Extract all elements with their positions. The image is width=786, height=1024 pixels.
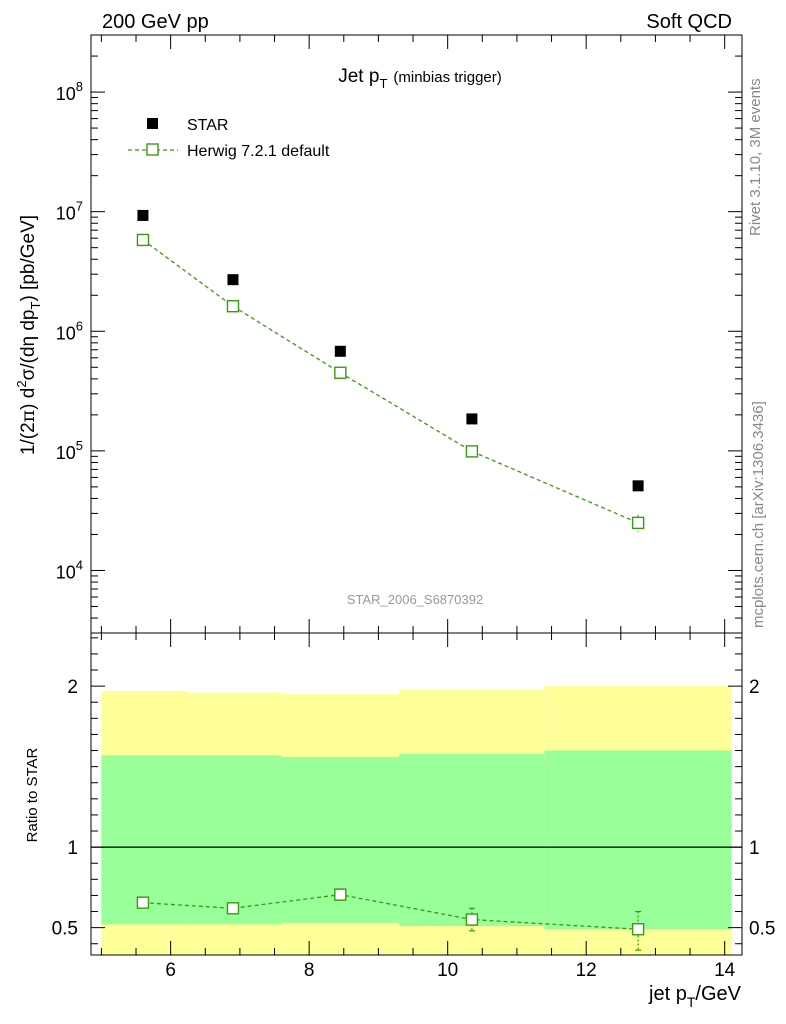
main-y-tick-label: 107 <box>56 199 83 224</box>
main-y-tick-label: 104 <box>56 557 83 582</box>
ratio-data-marks <box>136 888 645 951</box>
legend-star-marker <box>147 118 158 129</box>
rivet-version-label: Rivet 3.1.10, 3M events <box>747 78 764 236</box>
herwig-point <box>226 300 240 313</box>
ratio-plot-frame <box>90 632 743 956</box>
mcplots-reference-label: mcplots.cern.ch [arXiv:1306.3436] <box>750 401 767 628</box>
ratio-point <box>334 888 347 901</box>
main-data-marks <box>136 209 645 532</box>
ratio-y-axis-label: Ratio to STAR <box>24 747 41 842</box>
star-data-point <box>137 209 149 221</box>
herwig-point <box>465 445 479 458</box>
herwig-point <box>136 233 150 247</box>
x-tick-label: 6 <box>165 960 176 981</box>
ratio-y-tick-label-right: 1 <box>749 838 760 859</box>
main-plot-title: Jet pT (minbias trigger) <box>338 66 502 91</box>
star-data-point <box>466 413 478 425</box>
ratio-axis-ticks: 0.5 0.51 12 26 8 10 12 14 <box>52 633 775 981</box>
legend-star-label: STAR <box>187 117 228 134</box>
main-axis-ticks: 104 105 106 107 108 <box>56 34 742 634</box>
ratio-y-tick-label: 2 <box>67 677 78 698</box>
x-tick-label: 10 <box>437 960 458 981</box>
ratio-point <box>465 913 479 926</box>
ratio-y-tick-label: 0.5 <box>52 919 78 940</box>
ratio-band-inner <box>399 753 545 927</box>
ratio-band-inner <box>101 755 188 925</box>
x-axis-label: jet pT/GeV <box>648 983 742 1010</box>
legend: STAR Herwig 7.2.1 default <box>128 117 330 160</box>
header-energy-label: 200 GeV pp <box>102 11 209 33</box>
x-tick-label: 14 <box>714 960 736 981</box>
main-y-tick-label: 108 <box>56 79 83 104</box>
x-tick-label: 12 <box>576 960 597 981</box>
ratio-y-tick-label-right: 0.5 <box>749 919 775 940</box>
legend-herwig-label: Herwig 7.2.1 default <box>187 143 330 160</box>
main-y-tick-label: 106 <box>56 318 83 343</box>
ratio-band-inner <box>187 755 282 925</box>
ratio-point <box>136 896 150 909</box>
ratio-uncertainty-bands <box>91 686 742 955</box>
x-tick-label: 8 <box>304 960 315 981</box>
ratio-point <box>226 902 240 915</box>
herwig-point <box>334 366 347 379</box>
ratio-y-tick-label-right: 2 <box>749 677 760 698</box>
ratio-band-inner <box>544 750 732 930</box>
main-y-axis-label: 1/(2π) d2σ/(dη dpT) [pb/GeV] <box>14 215 43 455</box>
main-y-tick-label: 105 <box>56 438 83 463</box>
herwig-curve <box>142 239 639 524</box>
herwig-point <box>631 516 645 530</box>
ratio-y-tick-label: 1 <box>67 838 78 859</box>
analysis-watermark: STAR_2006_S6870392 <box>347 592 483 607</box>
legend-herwig-marker <box>146 143 159 156</box>
star-data-point <box>227 274 239 286</box>
ratio-point <box>631 923 645 936</box>
star-data-point <box>334 345 346 357</box>
star-data-point <box>632 480 644 492</box>
header-category-label: Soft QCD <box>646 11 732 33</box>
